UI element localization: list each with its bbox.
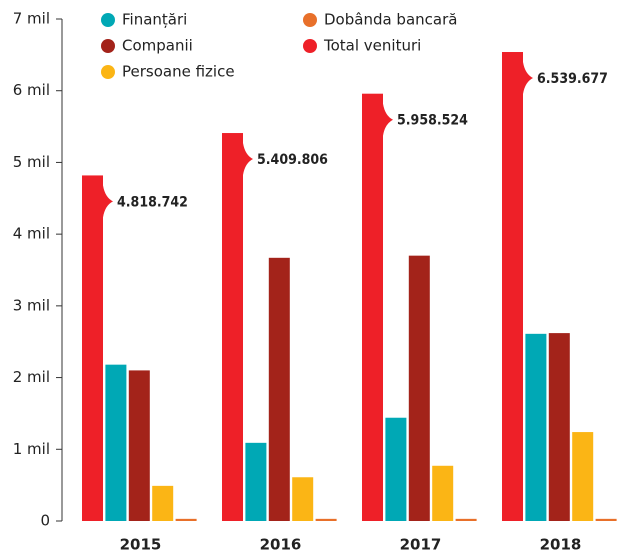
y-tick-label: 3 mil [13,296,50,314]
bar [128,370,150,521]
bar [175,518,197,521]
legend-label: Total venituri [323,37,421,55]
legend-swatch [303,13,317,27]
bar [595,518,617,521]
y-tick-label: 6 mil [13,81,50,99]
bar [268,257,290,521]
bar [152,485,174,521]
value-label: 6.539.677 [537,71,608,87]
bar [385,417,407,521]
legend-swatch [303,39,317,53]
bar [82,175,103,521]
callout-notch [243,143,253,176]
y-tick-label: 1 mil [13,440,50,458]
bar [548,333,570,521]
bar [315,518,337,521]
y-tick-label: 4 mil [13,225,50,243]
bar [245,442,267,521]
bar [362,93,383,521]
x-tick-label: 2016 [260,536,302,554]
bar [502,52,523,522]
legend-label: Persoane fizice [122,63,235,81]
y-tick-label: 2 mil [13,368,50,386]
bar [408,255,430,521]
legend-swatch [101,39,115,53]
x-tick-label: 2017 [400,536,442,554]
value-label: 4.818.742 [117,194,188,210]
value-label: 5.958.524 [397,113,468,129]
y-tick-label: 0 [40,512,50,530]
y-tick-label: 5 mil [13,153,50,171]
callout-notch [383,103,393,136]
bar [525,333,547,521]
bar [222,133,243,522]
bar [455,518,477,521]
legend-label: Finanțări [122,11,187,29]
bar [432,465,454,521]
legend-label: Companii [122,37,193,55]
bar [572,432,594,521]
callout-notch [103,185,113,218]
bar [292,477,314,521]
value-label: 5.409.806 [257,152,328,168]
legend-swatch [101,13,115,27]
bar [105,364,127,521]
callout-notch [523,62,533,95]
y-tick-label: 7 mil [13,10,50,28]
legend-swatch [101,65,115,79]
x-tick-label: 2018 [540,536,582,554]
legend-label: Dobânda bancară [324,11,457,29]
x-tick-label: 2015 [120,536,162,554]
